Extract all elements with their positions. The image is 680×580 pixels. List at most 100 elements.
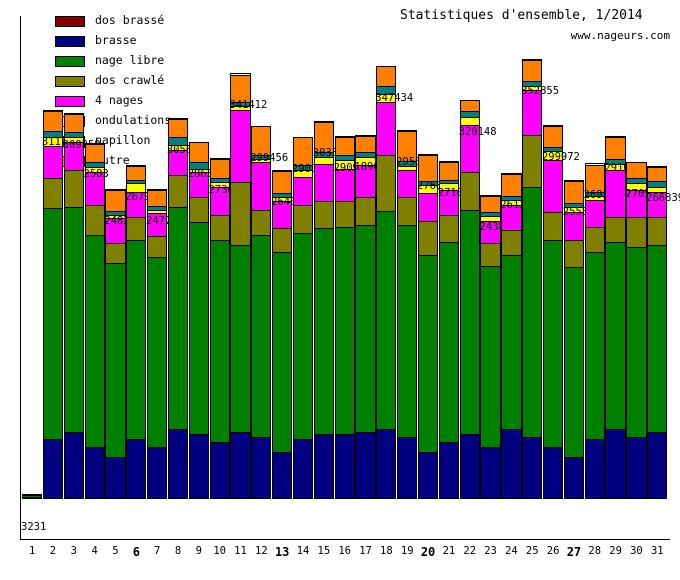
bar-segment-nage-libre xyxy=(334,227,355,435)
bar-day-27[interactable] xyxy=(563,179,585,499)
x-tick-23: 23 xyxy=(484,545,497,557)
bar-segment-brasse xyxy=(355,431,376,499)
bar-segment-nage-libre xyxy=(126,239,147,440)
bar-segment-autre xyxy=(251,126,272,155)
bar-value-label: 2710 xyxy=(437,186,464,199)
bar-segment-brasse xyxy=(147,446,168,499)
bar-segment-papillon xyxy=(84,162,105,168)
bar-value-label: 2483 xyxy=(104,215,130,228)
bar-segment-nage-libre xyxy=(397,224,418,437)
x-tick-31: 31 xyxy=(650,545,664,557)
bar-day-30[interactable] xyxy=(626,161,647,499)
bar-segment-nage-libre xyxy=(459,209,480,435)
bar-segment-autre xyxy=(188,142,209,163)
bar-day-15[interactable] xyxy=(313,120,334,499)
bar-day-16[interactable] xyxy=(334,136,355,499)
bar-segment-autre xyxy=(84,143,105,163)
bar-day-9[interactable] xyxy=(188,141,209,499)
bar-value-label: 320148 xyxy=(458,125,497,138)
bar-day-10[interactable] xyxy=(209,157,230,499)
bar-segment-nage-libre xyxy=(167,207,189,430)
bar-segment-brasse xyxy=(251,436,272,499)
legend-label: papillon xyxy=(95,133,151,147)
bar-segment-nage-libre xyxy=(147,257,168,447)
bar-segment-papillon xyxy=(355,152,376,158)
bar-value-label: 3231 xyxy=(21,520,47,533)
bar-segment-brasse xyxy=(397,436,418,499)
bar-segment-4-nages xyxy=(584,199,605,228)
bar-segment-brasse xyxy=(417,451,439,499)
bar-day-1[interactable] xyxy=(22,494,43,499)
bar-day-23[interactable] xyxy=(480,194,501,499)
bar-segment-dos-crawl- xyxy=(272,228,293,253)
x-tick-18: 18 xyxy=(380,545,393,557)
x-tick-10: 10 xyxy=(213,545,226,557)
bar-day-14[interactable] xyxy=(292,137,314,499)
bar-segment-nage-libre xyxy=(42,208,64,440)
bar-day-3[interactable] xyxy=(63,113,84,499)
bar-value-label: 2693 xyxy=(583,189,609,202)
chart-title: Statistiques d'ensemble, 1/2014 xyxy=(400,8,643,23)
bar-segment-brasse xyxy=(42,439,64,499)
bar-day-5[interactable] xyxy=(105,189,126,499)
bar-segment-brasse xyxy=(209,441,230,499)
bar-segment-nage-libre xyxy=(647,244,668,432)
bar-segment-4-nages xyxy=(251,162,272,210)
bar-value-label: 286355 xyxy=(187,167,226,180)
bar-value-label: 1890 xyxy=(354,160,380,173)
x-tick-22: 22 xyxy=(463,545,477,557)
bar-segment-dos-crawl- xyxy=(126,217,147,240)
x-tick-21: 21 xyxy=(442,545,456,557)
bar-day-6[interactable] xyxy=(126,164,147,499)
bar-value-label: 2736 xyxy=(208,183,234,196)
legend-label: dos crawlé xyxy=(95,73,165,87)
bar-day-28[interactable] xyxy=(584,163,605,499)
bar-value-label: 2613 xyxy=(500,199,526,212)
bar-segment-brasse xyxy=(480,446,501,499)
bar-day-19[interactable] xyxy=(397,130,418,499)
bar-day-13[interactable] xyxy=(272,169,293,499)
bar-day-2[interactable] xyxy=(42,110,64,499)
bar-segment-dos-brass- xyxy=(147,188,168,190)
bar-day-21[interactable] xyxy=(438,160,459,499)
bar-segment-papillon xyxy=(626,178,647,184)
bar-value-label: 291095 xyxy=(604,161,643,174)
bar-segment-dos-crawl- xyxy=(417,220,439,255)
bar-value-label: 295632 xyxy=(396,156,435,169)
bar-day-31[interactable] xyxy=(647,166,668,499)
bar-value-label: 270567 xyxy=(625,187,664,200)
bar-day-29[interactable] xyxy=(605,135,626,499)
x-tick-11: 11 xyxy=(234,545,247,557)
bar-segment-4-nages xyxy=(542,159,564,213)
bar-segment-autre xyxy=(501,173,522,196)
bar-segment-nage-libre xyxy=(313,228,334,435)
bar-day-12[interactable] xyxy=(251,125,272,499)
bar-segment-autre xyxy=(417,154,439,181)
bar-day-4[interactable] xyxy=(84,142,105,499)
x-tick-12: 12 xyxy=(255,545,268,557)
bar-segment-nage-libre xyxy=(63,207,84,432)
x-tick-17: 17 xyxy=(359,545,372,557)
bar-day-26[interactable] xyxy=(542,124,564,499)
bar-day-18[interactable] xyxy=(376,65,397,499)
bar-day-17[interactable] xyxy=(355,134,376,499)
bar-segment-papillon xyxy=(438,179,459,184)
bar-day-25[interactable] xyxy=(522,58,543,499)
bar-value-label: 2558 xyxy=(562,205,589,218)
bar-value-label: 2583 xyxy=(83,168,109,181)
bar-segment-nage-libre xyxy=(251,234,272,437)
bar-segment-autre xyxy=(42,111,64,132)
bar-segment-4-nages xyxy=(230,109,251,183)
bar-segment-papillon xyxy=(459,111,480,118)
bar-segment-nage-libre xyxy=(376,210,397,430)
bar-day-20[interactable] xyxy=(417,153,439,499)
bar-day-7[interactable] xyxy=(147,188,168,499)
bar-day-8[interactable] xyxy=(167,117,189,499)
x-tick-28: 28 xyxy=(588,545,602,557)
bar-day-22[interactable] xyxy=(459,99,480,499)
bar-segment-nage-libre xyxy=(480,265,501,447)
bar-day-11[interactable] xyxy=(230,73,251,499)
bar-segment-dos-crawl- xyxy=(626,217,647,248)
bar-day-24[interactable] xyxy=(501,173,522,499)
bar-segment-nage-libre xyxy=(563,267,585,457)
